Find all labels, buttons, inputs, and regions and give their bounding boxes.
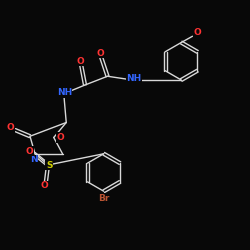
Text: O: O [6, 124, 14, 132]
Text: O: O [77, 56, 84, 66]
Text: NH: NH [126, 74, 142, 83]
Text: NH: NH [56, 88, 72, 97]
Text: O: O [41, 181, 48, 190]
Text: O: O [26, 147, 34, 156]
Text: S: S [46, 160, 52, 170]
Text: O: O [57, 133, 64, 142]
Text: O: O [97, 48, 104, 58]
Text: Br: Br [98, 194, 110, 203]
Text: O: O [194, 28, 202, 37]
Text: N: N [30, 156, 38, 164]
